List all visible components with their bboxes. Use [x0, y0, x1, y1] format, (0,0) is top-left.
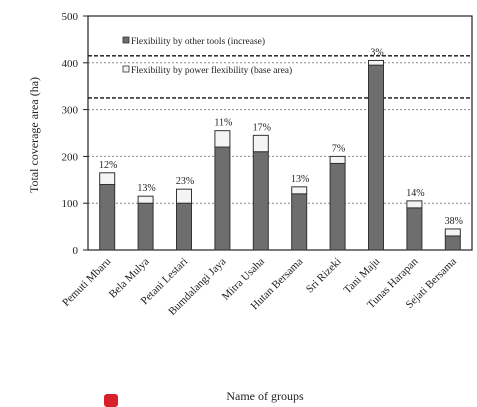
- bars: [99, 59, 461, 251]
- data-label: 17%: [253, 122, 271, 133]
- data-label: 11%: [214, 118, 232, 129]
- category-label: Pemuti Mbaru: [60, 255, 114, 309]
- bar-base: [406, 207, 423, 251]
- y-axis-label: Total coverage area (ha): [27, 77, 41, 193]
- y-tick-labels: 0 100 200 300 400 500: [62, 11, 79, 257]
- bar-increase: [444, 228, 461, 237]
- bar-increase: [99, 172, 116, 185]
- reference-lines: [88, 55, 472, 99]
- legend: Flexibility by other tools (increase) Fle…: [122, 36, 292, 76]
- bar-base: [214, 146, 231, 251]
- bar-increase: [406, 200, 423, 209]
- bar-base: [176, 202, 192, 251]
- legend-entry: Flexibility by other tools (increase): [131, 36, 265, 47]
- y-tick-label: 100: [62, 198, 79, 210]
- bar-increase: [368, 59, 384, 66]
- bar-increase: [137, 195, 154, 204]
- bar-base: [291, 193, 308, 251]
- legend-swatch: [122, 36, 130, 44]
- bar-base: [368, 64, 384, 251]
- y-tick-label: 500: [62, 11, 79, 23]
- data-labels: 12% 13% 23% 11% 17% 13% 7% 3% 14% 38%: [99, 47, 463, 226]
- bar-base: [252, 151, 269, 251]
- y-tick-label: 200: [62, 151, 79, 163]
- red-marker: [104, 394, 118, 407]
- data-label: 13%: [291, 174, 309, 185]
- data-label: 23%: [176, 176, 194, 187]
- bar-base: [99, 183, 116, 251]
- data-label: 3%: [370, 47, 383, 58]
- bar-increase: [214, 130, 231, 148]
- plot-frame: [87, 15, 473, 251]
- x-axis-label: Name of groups: [226, 389, 304, 403]
- data-label: 7%: [332, 143, 345, 154]
- bar-increase: [252, 134, 269, 153]
- bar-base: [329, 162, 346, 251]
- data-label: 12%: [99, 160, 117, 171]
- y-tick-label: 300: [62, 105, 79, 117]
- bar-increase: [176, 188, 192, 204]
- bar-increase: [291, 186, 308, 195]
- data-label: 14%: [406, 188, 424, 199]
- axes: [83, 15, 473, 251]
- legend-swatch: [122, 65, 130, 73]
- data-label: 13%: [137, 183, 155, 194]
- category-label: Sri Rizeki: [304, 256, 344, 296]
- legend-entry: Flexibility by power flexibility (base a…: [131, 65, 292, 76]
- bar-base: [444, 235, 461, 251]
- data-label: 38%: [445, 216, 463, 227]
- y-tick-label: 400: [62, 58, 79, 70]
- bar-increase: [329, 155, 346, 164]
- bar-base: [137, 202, 154, 251]
- y-tick-label: 0: [73, 245, 79, 257]
